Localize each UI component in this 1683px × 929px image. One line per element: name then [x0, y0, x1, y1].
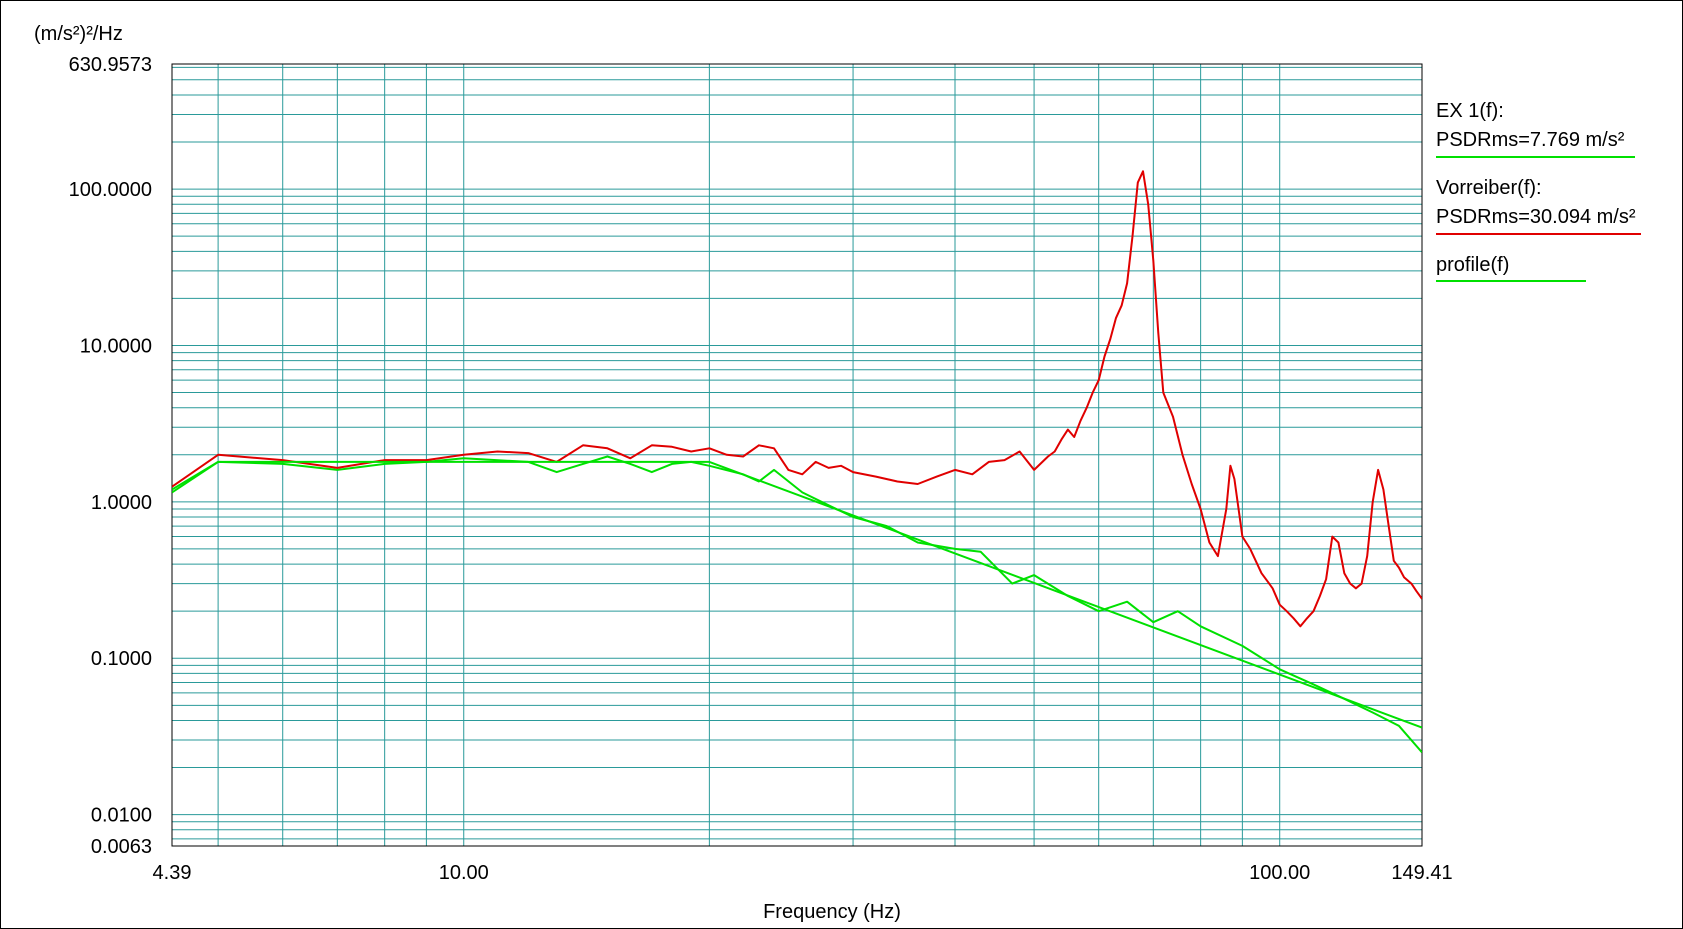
x-tick-label: 100.00: [1249, 862, 1310, 884]
x-tick-label: 10.00: [439, 862, 489, 884]
series-line-2: [172, 460, 1422, 729]
y-tick-label: 10.0000: [80, 335, 152, 357]
legend-series-stat: PSDRms=7.769 m/s²: [1436, 129, 1625, 151]
x-tick-label: 4.39: [153, 862, 192, 884]
y-tick-labels: 630.9573 100.0000 10.0000 1.0000 0.1000 0.010…: [69, 54, 152, 858]
legend-series-name: profile(f): [1436, 254, 1509, 276]
series-line-0: [172, 455, 1422, 754]
series-line-1: [172, 170, 1422, 628]
legend-series-name: EX 1(f):: [1436, 100, 1504, 122]
legend-series-name: Vorreiber(f):: [1436, 177, 1542, 199]
series-layer: [172, 170, 1422, 754]
legend-series-stat: PSDRms=30.094 m/s²: [1436, 206, 1636, 228]
y-tick-label: 0.1000: [91, 648, 152, 670]
y-tick-label: 0.0063: [91, 836, 152, 858]
y-tick-label: 0.0100: [91, 805, 152, 827]
y-axis-label: (m/s²)²/Hz: [34, 23, 123, 45]
x-axis-label: Frequency (Hz): [763, 901, 901, 923]
x-tick-labels: 4.39 10.00 100.00 149.41: [153, 862, 1453, 884]
plot-area-border: [171, 63, 1423, 847]
y-tick-label: 630.9573: [69, 54, 152, 76]
grid: [172, 63, 1422, 847]
x-tick-label: 149.41: [1391, 862, 1452, 884]
legend: EX 1(f): PSDRms=7.769 m/s² Vorreiber(f): PS…: [1436, 100, 1641, 282]
y-tick-label: 1.0000: [91, 492, 152, 514]
y-tick-label: 100.0000: [69, 179, 152, 201]
